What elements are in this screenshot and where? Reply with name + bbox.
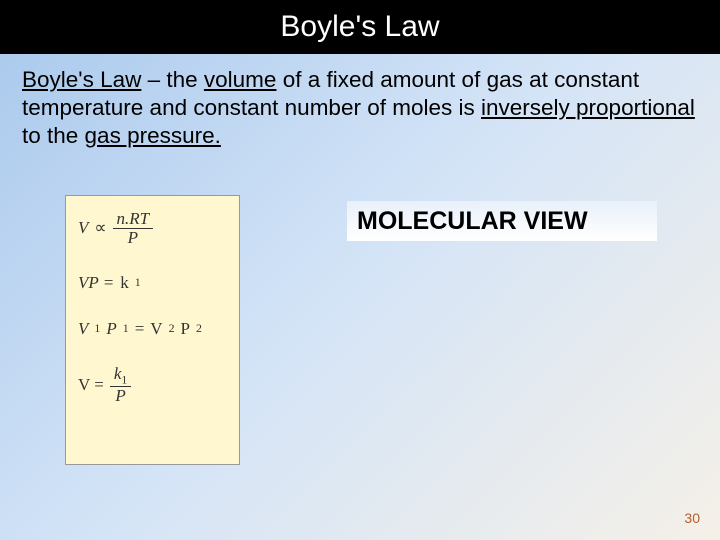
lead-term: Boyle's Law xyxy=(22,67,141,92)
f2-k: k xyxy=(120,273,129,293)
formula-2: VP = k1 xyxy=(78,273,227,293)
f2-vp: VP = xyxy=(78,273,114,293)
body-paragraph: Boyle's Law – the volume of a fixed amou… xyxy=(0,54,720,150)
title-bar: Boyle's Law xyxy=(0,0,720,54)
f2-sub: 1 xyxy=(135,275,141,290)
f3-s3: 2 xyxy=(169,321,175,336)
f4-v: V = xyxy=(78,375,104,395)
text-dash: – the xyxy=(141,67,204,92)
formula-box: V ∝ n.RT P VP = k1 V1P1 = V2P2 V = k1 P xyxy=(65,195,240,465)
f1-prop: ∝ xyxy=(94,218,106,238)
f1-frac: n.RT P xyxy=(113,210,154,247)
f3-v1: V xyxy=(78,319,88,339)
f3-s2: 1 xyxy=(123,321,129,336)
term-volume: volume xyxy=(204,67,277,92)
f4-num-sub: 1 xyxy=(121,372,127,386)
page-number: 30 xyxy=(684,510,700,526)
f4-den: P xyxy=(111,387,129,405)
formula-4: V = k1 P xyxy=(78,365,227,405)
f3-p2: P xyxy=(181,319,190,339)
term-inversely: inversely proportional xyxy=(481,95,695,120)
text-mid2: to the xyxy=(22,123,85,148)
f3-s1: 1 xyxy=(94,321,100,336)
term-gas-pressure: gas pressure. xyxy=(85,123,221,148)
f4-num: k1 xyxy=(110,365,132,387)
f1-num: n.RT xyxy=(113,210,154,229)
slide-title: Boyle's Law xyxy=(280,10,439,44)
f3-v2: V xyxy=(150,319,162,339)
f1-v: V xyxy=(78,218,88,238)
f4-frac: k1 P xyxy=(110,365,132,405)
molecular-text: MOLECULAR VIEW xyxy=(357,207,588,236)
molecular-view-label: MOLECULAR VIEW xyxy=(347,201,657,241)
formula-3: V1P1 = V2P2 xyxy=(78,319,227,339)
f3-s4: 2 xyxy=(196,321,202,336)
f1-den: P xyxy=(124,229,142,247)
f3-p1: P xyxy=(106,319,116,339)
f3-eq: = xyxy=(135,319,145,339)
formula-1: V ∝ n.RT P xyxy=(78,210,227,247)
